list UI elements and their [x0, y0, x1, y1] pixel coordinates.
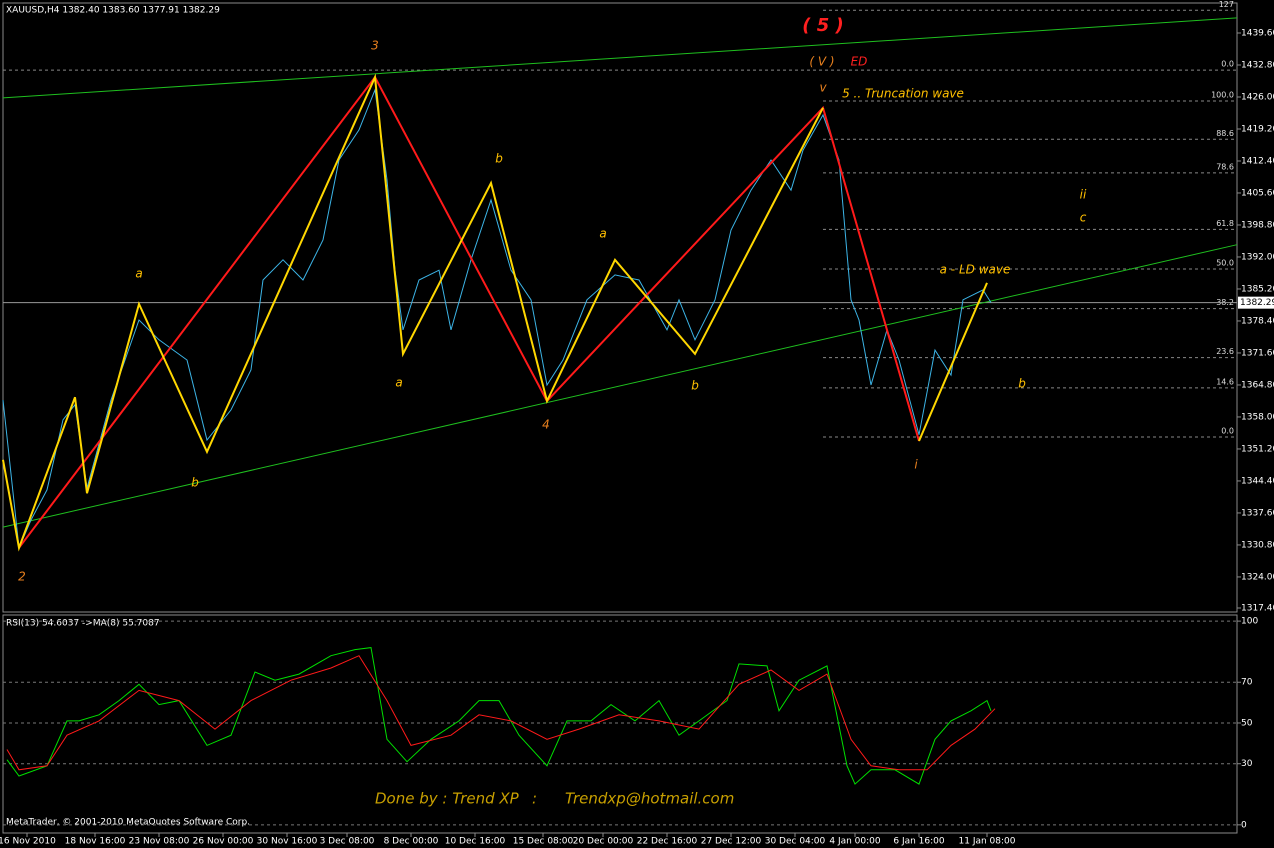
wave-label: ii — [1080, 188, 1087, 202]
y-tick-label: 1405.60 — [1241, 188, 1274, 198]
y-tick-label: 1371.60 — [1241, 348, 1274, 358]
wave-label: ( 5 ) — [802, 15, 844, 36]
wave-label: b — [495, 152, 503, 166]
y-tick-label: 1439.60 — [1241, 28, 1274, 38]
x-tick-label: 27 Dec 12:00 — [701, 837, 762, 847]
wave-label: ( V ) — [809, 55, 834, 69]
x-tick-label: 30 Dec 04:00 — [765, 837, 826, 847]
x-tick-label: 16 Nov 2010 — [0, 837, 56, 847]
x-tick-label: 22 Dec 16:00 — [637, 837, 698, 847]
wave-label: a — [599, 227, 606, 241]
y-tick-label: 70 — [1241, 678, 1253, 688]
wave-label: 5 .. Truncation wave — [842, 87, 964, 101]
rsi-title: RSI(13) 54.6037 ->MA(8) 55.7087 — [6, 619, 160, 629]
wave-label: v — [819, 81, 827, 95]
chart-title: XAUUSD,H4 1382.40 1383.60 1377.91 1382.2… — [6, 6, 220, 16]
fib-label: 78.6 — [1216, 162, 1234, 171]
series-line — [6, 655, 996, 771]
fib-label: 50.0 — [1216, 258, 1234, 267]
x-tick-label: 6 Jan 16:00 — [893, 837, 945, 847]
y-tick-label: 1317.40 — [1241, 604, 1274, 614]
wave-label: a — [395, 376, 402, 390]
y-tick-label: 1344.40 — [1241, 476, 1274, 486]
x-tick-label: 20 Dec 00:00 — [573, 837, 634, 847]
y-tick-label: 1419.20 — [1241, 124, 1274, 134]
y-tick-label: 1392.00 — [1241, 252, 1274, 262]
x-tick-label: 11 Jan 08:00 — [959, 837, 1016, 847]
price-panel — [2, 2, 1238, 613]
watermark: MetaTrader, © 2001-2010 MetaQuotes Softw… — [6, 818, 250, 828]
fib-label: 0.0 — [1221, 426, 1234, 435]
ref-label: 0.0 — [1221, 60, 1234, 69]
wave-label: 3 — [371, 39, 379, 53]
y-tick-label: 1351.20 — [1241, 444, 1274, 454]
last-price-box — [1238, 296, 1274, 309]
x-tick-label: 8 Dec 00:00 — [384, 837, 439, 847]
signature: : — [532, 790, 537, 808]
series-line — [2, 87, 992, 550]
x-tick-label: 10 Dec 16:00 — [445, 837, 506, 847]
y-tick-label: 100 — [1241, 617, 1258, 627]
y-tick-label: 1398.80 — [1241, 220, 1274, 230]
x-tick-label: 15 Dec 08:00 — [513, 837, 574, 847]
wave-label: c — [1080, 211, 1087, 225]
y-tick-label: 1385.20 — [1241, 284, 1274, 294]
wave-label: a — [135, 267, 142, 281]
wave-line — [2, 73, 988, 552]
y-tick-label: 30 — [1241, 759, 1253, 769]
x-tick-label: 18 Nov 16:00 — [65, 837, 126, 847]
y-tick-label: 1330.80 — [1241, 540, 1274, 550]
fib-label: 88.6 — [1216, 129, 1234, 138]
wave-label: ED — [851, 55, 868, 69]
y-tick-label: 1358.00 — [1241, 412, 1274, 422]
fib-label: 14.6 — [1216, 377, 1234, 386]
y-tick-label: 1426.00 — [1241, 92, 1274, 102]
signature: Done by : Trend XP — [375, 790, 520, 808]
trendline — [2, 17, 1238, 99]
y-tick-label: 50 — [1241, 718, 1253, 728]
y-tick-label: 1378.40 — [1241, 316, 1274, 326]
wave-label: 4 — [542, 418, 550, 432]
wave-label: b — [691, 379, 699, 393]
fib-label: 127 — [1219, 0, 1234, 9]
x-tick-label: 4 Jan 00:00 — [829, 837, 881, 847]
series-line — [6, 647, 992, 785]
y-tick-label: 0 — [1241, 820, 1247, 830]
rsi-panel — [2, 614, 1238, 834]
y-tick-label: 1337.60 — [1241, 508, 1274, 518]
x-tick-label: 3 Dec 08:00 — [320, 837, 375, 847]
x-tick-label: 30 Nov 16:00 — [257, 837, 318, 847]
y-tick-label: 1324.00 — [1241, 572, 1274, 582]
fib-label: 61.8 — [1216, 219, 1234, 228]
wave-label: 2 — [18, 570, 26, 584]
wave-label: b — [1018, 377, 1026, 391]
trendline — [2, 244, 1238, 528]
last-price-label: 1382.29 — [1240, 298, 1274, 308]
x-tick-label: 23 Nov 08:00 — [129, 837, 190, 847]
x-tick-label: 26 Nov 00:00 — [193, 837, 254, 847]
y-tick-label: 1364.80 — [1241, 380, 1274, 390]
wave-label: i — [914, 458, 918, 472]
wave-label: a - LD wave — [940, 263, 1011, 277]
wave-label: b — [191, 476, 199, 490]
y-tick-label: 1432.80 — [1241, 60, 1274, 70]
fib-label: 23.6 — [1216, 347, 1234, 356]
signature: Trendxp@hotmail.com — [565, 790, 734, 808]
y-tick-label: 1412.40 — [1241, 156, 1274, 166]
fib-label: 100.0 — [1211, 90, 1234, 99]
